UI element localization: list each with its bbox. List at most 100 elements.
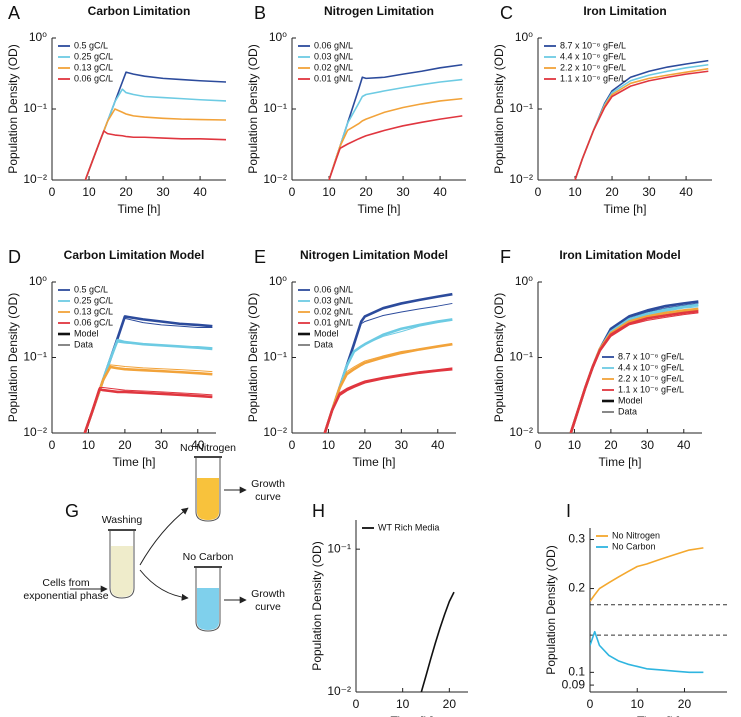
y-tick-label: 0.2 bbox=[568, 581, 585, 595]
x-tick-label: 0 bbox=[289, 185, 296, 199]
x-tick-label: 40 bbox=[431, 438, 445, 452]
chart-title: Nitrogen Limitation Model bbox=[300, 248, 448, 262]
panel-letter: C bbox=[500, 3, 513, 23]
series-line bbox=[83, 338, 213, 433]
x-tick-label: 20 bbox=[605, 185, 619, 199]
legend-label: 8.7 x 10⁻⁶ gFe/L bbox=[560, 40, 626, 50]
series-line bbox=[84, 387, 213, 433]
x-tick-label: 10 bbox=[322, 438, 336, 452]
x-tick-label: 40 bbox=[193, 185, 207, 199]
x-axis-label: Time [h] bbox=[391, 714, 434, 717]
chart-title: Carbon Limitation Model bbox=[64, 248, 205, 262]
legend-label: 4.4 x 10⁻⁶ gFe/L bbox=[560, 51, 626, 61]
x-axis-label: Time [h] bbox=[118, 202, 161, 216]
y-tick-label: 10⁻¹ bbox=[327, 541, 351, 555]
series-line bbox=[324, 343, 453, 433]
y-tick-label: 10⁻¹ bbox=[23, 101, 47, 115]
x-tick-label: 10 bbox=[568, 185, 582, 199]
legend-label: Model bbox=[618, 395, 643, 405]
series-line bbox=[574, 67, 709, 180]
legend-label: 0.06 gC/L bbox=[74, 73, 113, 83]
series-line bbox=[328, 97, 463, 180]
legend-label: Model bbox=[74, 328, 99, 338]
arrow bbox=[139, 507, 189, 566]
x-tick-label: 40 bbox=[679, 185, 693, 199]
panel-letter: I bbox=[566, 501, 571, 521]
series-line bbox=[570, 312, 699, 433]
series-line bbox=[324, 367, 453, 433]
panel-letter: A bbox=[8, 3, 20, 23]
legend-label: 0.03 gN/L bbox=[314, 295, 353, 305]
x-tick-label: 10 bbox=[82, 438, 96, 452]
x-axis-label: Time [h] bbox=[604, 202, 647, 216]
legend-label: 0.02 gN/L bbox=[314, 306, 353, 316]
chart-title: Nitrogen Limitation bbox=[324, 4, 434, 18]
series-line bbox=[323, 342, 453, 433]
series-line bbox=[590, 547, 704, 602]
y-axis-label: Population Density (OD) bbox=[246, 44, 260, 173]
panel-letter: D bbox=[8, 247, 21, 267]
y-tick-label: 0.1 bbox=[568, 665, 585, 679]
y-tick-label: 10⁻² bbox=[263, 172, 287, 186]
x-tick-label: 20 bbox=[119, 185, 133, 199]
x-tick-label: 10 bbox=[322, 185, 336, 199]
y-tick-label: 10⁻¹ bbox=[509, 101, 533, 115]
legend-label: Model bbox=[314, 328, 339, 338]
legend-label: 0.02 gN/L bbox=[314, 62, 353, 72]
tube-liquid bbox=[111, 546, 133, 597]
x-tick-label: 0 bbox=[353, 697, 360, 711]
x-tick-label: 30 bbox=[641, 438, 655, 452]
legend-label: 0.25 gC/L bbox=[74, 295, 113, 305]
tube bbox=[195, 457, 221, 522]
x-tick-label: 0 bbox=[535, 185, 542, 199]
series-line bbox=[83, 387, 213, 433]
diagram-label: No Carbon bbox=[183, 551, 234, 563]
tube-liquid bbox=[197, 478, 219, 520]
y-tick-label: 10⁰ bbox=[515, 274, 533, 288]
legend-label: 2.2 x 10⁻⁶ gFe/L bbox=[618, 373, 684, 383]
y-tick-label: 0.3 bbox=[568, 532, 585, 546]
y-axis-label: Population Density (OD) bbox=[544, 545, 558, 674]
legend-label: 1.1 x 10⁻⁶ gFe/L bbox=[618, 384, 684, 394]
legend-label: 0.06 gN/L bbox=[314, 40, 353, 50]
panel-letter: B bbox=[254, 3, 266, 23]
diagram-label: curve bbox=[255, 601, 281, 613]
legend-label: 1.1 x 10⁻⁶ gFe/L bbox=[560, 73, 626, 83]
x-tick-label: 40 bbox=[677, 438, 691, 452]
legend-label: 0.13 gC/L bbox=[74, 306, 113, 316]
x-tick-label: 20 bbox=[118, 438, 132, 452]
x-tick-label: 0 bbox=[587, 697, 594, 711]
x-axis-label: Time [h] bbox=[358, 202, 401, 216]
x-tick-label: 40 bbox=[191, 438, 205, 452]
legend-label: 0.01 gN/L bbox=[314, 73, 353, 83]
x-axis-label: Time [h] bbox=[353, 455, 396, 469]
y-axis-label: Population Density (OD) bbox=[492, 44, 506, 173]
chart-title: Iron Limitation Model bbox=[559, 248, 680, 262]
legend-label: 2.2 x 10⁻⁶ gFe/L bbox=[560, 62, 626, 72]
x-tick-label: 30 bbox=[155, 438, 169, 452]
y-tick-label: 10⁻² bbox=[263, 425, 287, 439]
tube bbox=[109, 530, 135, 599]
diagram-label: No Nitrogen bbox=[180, 442, 236, 454]
x-tick-label: 10 bbox=[82, 185, 96, 199]
x-axis-label: Time [h] bbox=[637, 714, 680, 717]
arrow bbox=[139, 569, 189, 601]
y-tick-label: 10⁻² bbox=[23, 172, 47, 186]
legend-label: 0.06 gN/L bbox=[314, 284, 353, 294]
y-tick-label: 10⁰ bbox=[515, 30, 533, 44]
legend-label: WT Rich Media bbox=[378, 522, 439, 532]
legend-label: 0.13 gC/L bbox=[74, 62, 113, 72]
y-tick-label: 10⁻¹ bbox=[23, 350, 47, 364]
series-line bbox=[83, 365, 213, 433]
y-tick-label: 10⁻² bbox=[509, 425, 533, 439]
legend-label: 0.01 gN/L bbox=[314, 317, 353, 327]
x-tick-label: 20 bbox=[604, 438, 618, 452]
y-tick-label: 10⁻² bbox=[509, 172, 533, 186]
legend-label: No Carbon bbox=[612, 541, 656, 551]
series-line bbox=[84, 88, 226, 180]
legend-label: Data bbox=[618, 406, 637, 416]
panel-letter: F bbox=[500, 247, 511, 267]
chart-title: Iron Limitation bbox=[583, 4, 666, 18]
x-tick-label: 30 bbox=[642, 185, 656, 199]
